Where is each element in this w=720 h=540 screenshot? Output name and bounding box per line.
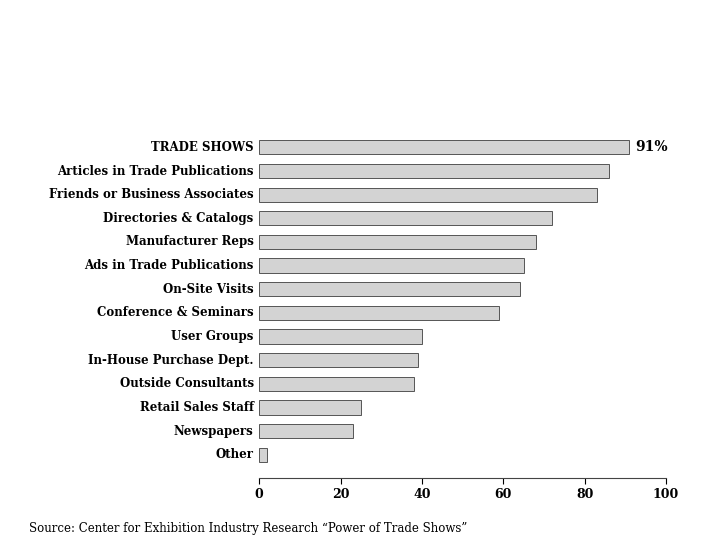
Text: Conference & Seminars: Conference & Seminars <box>97 306 253 319</box>
Bar <box>259 259 523 273</box>
Bar <box>259 329 422 343</box>
Text: Newspapers: Newspapers <box>174 424 253 437</box>
Text: 91%: 91% <box>636 140 668 154</box>
Bar <box>259 235 536 249</box>
Bar <box>259 306 499 320</box>
Bar <box>259 140 629 154</box>
Bar <box>259 353 418 367</box>
Text: TRADE SHOWS: TRADE SHOWS <box>151 141 253 154</box>
Text: User Groups: User Groups <box>171 330 253 343</box>
Text: Retail Sales Staff: Retail Sales Staff <box>140 401 253 414</box>
Text: Manufacturer Reps: Manufacturer Reps <box>126 235 253 248</box>
Bar <box>259 187 597 202</box>
Text: Articles in Trade Publications: Articles in Trade Publications <box>57 165 253 178</box>
Text: Other: Other <box>216 448 253 461</box>
Text: Friends or Business Associates: Friends or Business Associates <box>49 188 253 201</box>
Text: Directories & Catalogs: Directories & Catalogs <box>104 212 253 225</box>
Text: “Extremely Useful” Sources of Purchasing Information: “Extremely Useful” Sources of Purchasing… <box>0 27 720 51</box>
Bar <box>259 377 414 391</box>
Text: Source: Center for Exhibition Industry Research “Power of Trade Shows”: Source: Center for Exhibition Industry R… <box>29 522 467 535</box>
Bar <box>259 164 609 178</box>
Text: In-House Purchase Dept.: In-House Purchase Dept. <box>88 354 253 367</box>
Bar <box>259 211 552 225</box>
Bar <box>259 448 267 462</box>
Bar <box>259 400 361 415</box>
Text: Ads in Trade Publications: Ads in Trade Publications <box>84 259 253 272</box>
Bar <box>259 282 520 296</box>
Text: On-Site Visits: On-Site Visits <box>163 283 253 296</box>
Text: Outside Consultants: Outside Consultants <box>120 377 253 390</box>
Bar <box>259 424 353 438</box>
Text: (Total Respondents): (Total Respondents) <box>227 75 493 98</box>
